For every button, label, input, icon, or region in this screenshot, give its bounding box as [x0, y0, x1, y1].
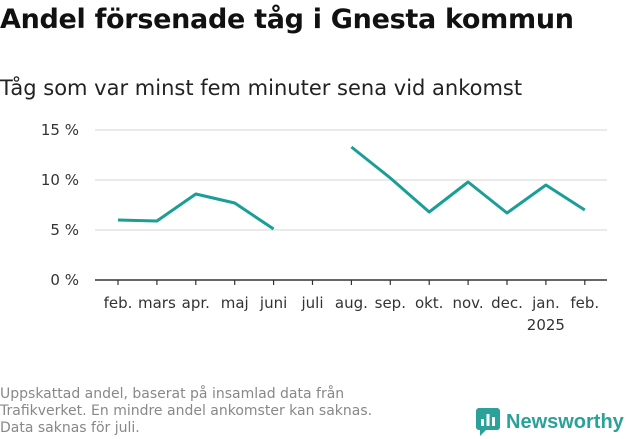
footnote: Uppskattad andel, baserat på insamlad da… — [0, 386, 373, 436]
x-tick-label: sep. — [375, 294, 406, 312]
x-tick-label: okt. — [415, 294, 444, 312]
y-tick-label: 15 % — [41, 121, 79, 139]
x-tick-label: maj — [221, 294, 249, 312]
x-tick-label: dec. — [491, 294, 523, 312]
x-tick-label: juni — [259, 294, 287, 312]
y-tick-label: 10 % — [41, 171, 79, 189]
series-line — [117, 192, 275, 231]
x-tick-label: feb. — [104, 294, 133, 312]
chart-subtitle: Tåg som var minst fem minuter sena vid a… — [0, 76, 523, 100]
newsworthy-logo-icon — [476, 408, 500, 436]
x-tick-label: jan. — [531, 294, 560, 312]
x-tick-label: feb. — [570, 294, 599, 312]
line-chart: 0 % 5 % 10 % 15 % feb. mars apr. maj juni juli au… — [41, 121, 607, 334]
x-tick-label: nov. — [453, 294, 484, 312]
x-tick-label: aug. — [335, 294, 368, 312]
x-tick-label: apr. — [182, 294, 210, 312]
x-year-label: 2025 — [527, 316, 565, 334]
y-tick-label: 5 % — [50, 221, 79, 239]
newsworthy-logo: Newsworthy — [476, 408, 624, 436]
y-tick-label: 0 % — [50, 271, 79, 289]
x-tick-label: juli — [300, 294, 323, 312]
newsworthy-logo-text: Newsworthy — [506, 410, 624, 433]
chart-title: Andel försenade tåg i Gnesta kommun — [0, 4, 574, 35]
series-line — [350, 145, 586, 215]
x-tick-label: mars — [138, 294, 176, 312]
